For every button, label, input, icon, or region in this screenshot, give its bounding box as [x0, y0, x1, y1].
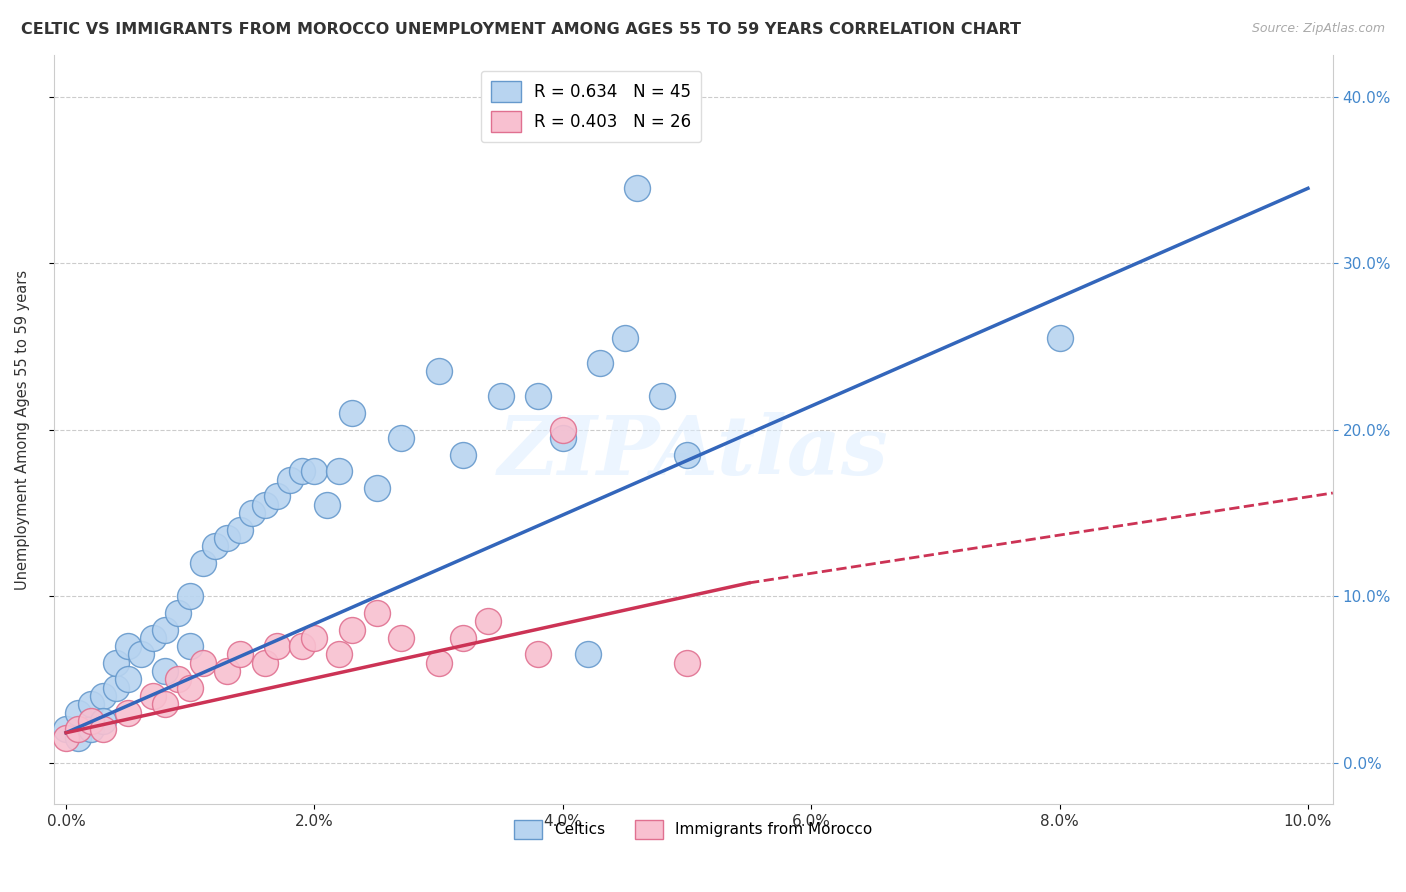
Point — [55, 731, 77, 745]
Point — [1049, 331, 1071, 345]
Point — [117, 706, 139, 720]
Point — [80, 714, 103, 728]
Point — [626, 181, 648, 195]
Point — [91, 723, 114, 737]
Point — [104, 681, 127, 695]
Point — [166, 673, 188, 687]
Point — [427, 656, 450, 670]
Point — [676, 448, 699, 462]
Point — [67, 731, 90, 745]
Point — [179, 639, 201, 653]
Point — [589, 356, 612, 370]
Point — [340, 623, 363, 637]
Point — [191, 556, 214, 570]
Point — [328, 648, 350, 662]
Point — [155, 664, 177, 678]
Point — [389, 431, 412, 445]
Point — [229, 523, 252, 537]
Point — [229, 648, 252, 662]
Point — [477, 614, 499, 628]
Point — [217, 664, 239, 678]
Point — [291, 464, 314, 478]
Point — [91, 714, 114, 728]
Point — [278, 473, 301, 487]
Point — [253, 498, 276, 512]
Point — [340, 406, 363, 420]
Point — [527, 389, 550, 403]
Point — [304, 631, 326, 645]
Point — [240, 506, 263, 520]
Text: CELTIC VS IMMIGRANTS FROM MOROCCO UNEMPLOYMENT AMONG AGES 55 TO 59 YEARS CORRELA: CELTIC VS IMMIGRANTS FROM MOROCCO UNEMPL… — [21, 22, 1021, 37]
Point — [266, 489, 288, 503]
Point — [179, 681, 201, 695]
Point — [104, 656, 127, 670]
Y-axis label: Unemployment Among Ages 55 to 59 years: Unemployment Among Ages 55 to 59 years — [15, 269, 30, 590]
Point — [651, 389, 673, 403]
Point — [453, 448, 475, 462]
Point — [142, 631, 165, 645]
Point — [328, 464, 350, 478]
Point — [155, 623, 177, 637]
Point — [67, 723, 90, 737]
Point — [142, 689, 165, 703]
Point — [551, 423, 574, 437]
Text: Source: ZipAtlas.com: Source: ZipAtlas.com — [1251, 22, 1385, 36]
Point — [366, 606, 388, 620]
Point — [67, 706, 90, 720]
Point — [551, 431, 574, 445]
Point — [155, 698, 177, 712]
Point — [166, 606, 188, 620]
Point — [55, 723, 77, 737]
Point — [315, 498, 337, 512]
Point — [291, 639, 314, 653]
Point — [217, 531, 239, 545]
Point — [489, 389, 512, 403]
Point — [453, 631, 475, 645]
Point — [427, 364, 450, 378]
Point — [179, 589, 201, 603]
Point — [576, 648, 599, 662]
Point — [676, 656, 699, 670]
Point — [117, 673, 139, 687]
Point — [117, 639, 139, 653]
Text: ZIPAtlas: ZIPAtlas — [498, 412, 889, 492]
Point — [613, 331, 636, 345]
Point — [191, 656, 214, 670]
Point — [204, 539, 226, 553]
Point — [91, 689, 114, 703]
Point — [266, 639, 288, 653]
Point — [129, 648, 152, 662]
Point — [253, 656, 276, 670]
Legend: Celtics, Immigrants from Morocco: Celtics, Immigrants from Morocco — [508, 814, 879, 846]
Point — [304, 464, 326, 478]
Point — [80, 723, 103, 737]
Point — [366, 481, 388, 495]
Point — [527, 648, 550, 662]
Point — [389, 631, 412, 645]
Point — [80, 698, 103, 712]
